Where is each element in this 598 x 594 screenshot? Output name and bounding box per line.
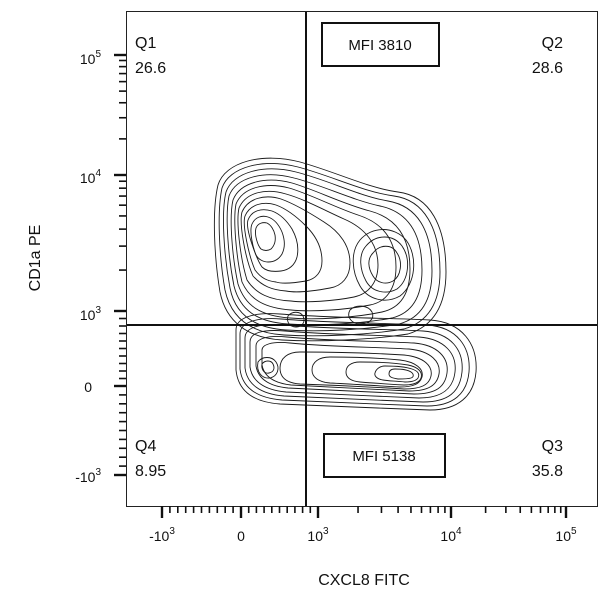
x-axis-minor-ticks <box>160 506 568 518</box>
y-tick-base: 10 <box>80 51 96 67</box>
mfi-text-top: MFI 3810 <box>348 37 411 54</box>
contour-level-5 <box>230 179 411 320</box>
contour-island-4 <box>348 305 374 325</box>
x-tick-label-neg1000: -103 <box>149 526 175 544</box>
contour-lobe-3 <box>368 245 401 284</box>
x-tick-exp: 4 <box>456 526 462 537</box>
contour-level-6 <box>234 185 397 312</box>
quadrant-q4-percent: 8.95 <box>135 463 166 480</box>
x-tick-label-10000: 104 <box>440 526 462 544</box>
y-tick-exp: 3 <box>95 305 101 316</box>
svg-text:0: 0 <box>84 379 92 395</box>
mfi-text-bottom: MFI 5138 <box>352 448 415 465</box>
x-tick-base: 10 <box>440 528 456 544</box>
svg-text:-103: -103 <box>149 526 175 544</box>
y-tick-exp: 4 <box>95 168 101 179</box>
x-tick-label-0: 0 <box>237 528 245 544</box>
contour-level-4 <box>226 174 423 326</box>
y-axis-label: CD1a PE <box>27 225 44 292</box>
contour-band-6 <box>261 342 440 392</box>
contour-level-7 <box>237 190 379 303</box>
plot-frame <box>126 11 598 507</box>
contour-band-10 <box>374 365 420 383</box>
contour-island-1 <box>257 357 279 379</box>
quadrant-q1-percent: 26.6 <box>135 60 166 77</box>
quadrant-q2-label: Q2 <box>542 35 563 52</box>
x-tick-exp: 3 <box>169 526 175 537</box>
quadrant-q1-label: Q1 <box>135 35 156 52</box>
y-tick-label-10000: 104 <box>80 168 102 186</box>
svg-text:105: 105 <box>555 526 577 544</box>
y-tick-label-0: 0 <box>84 379 92 395</box>
quadrant-q2-percent: 28.6 <box>532 60 563 77</box>
contour-band-1 <box>235 313 477 411</box>
contour-band-9 <box>345 361 422 386</box>
y-axis-minor-ticks <box>114 53 126 477</box>
contour-level-10 <box>247 209 299 272</box>
svg-text:103: 103 <box>307 526 329 544</box>
quadrant-q4-label: Q4 <box>135 438 156 455</box>
x-tick-label-1000: 103 <box>307 526 329 544</box>
x-axis-label: CXCL8 FITC <box>318 572 410 589</box>
contour-lobe-1 <box>352 229 415 301</box>
contour-band-2 <box>239 318 470 407</box>
contour-band-11 <box>388 368 414 380</box>
contour-band-5 <box>255 336 448 395</box>
y-tick-base: 10 <box>80 170 96 186</box>
svg-text:103: 103 <box>80 305 102 323</box>
contour-band-8 <box>311 356 423 388</box>
y-tick-exp: 5 <box>95 49 101 60</box>
x-tick-base: 10 <box>307 528 323 544</box>
contour-level-11 <box>250 215 285 263</box>
contour-island-3 <box>287 311 305 328</box>
x-tick-base: 0 <box>237 528 245 544</box>
contour-level-9 <box>243 202 323 284</box>
x-tick-exp: 3 <box>323 526 329 537</box>
y-tick-label-neg1000: -103 <box>75 467 101 485</box>
svg-text:105: 105 <box>80 49 102 67</box>
svg-text:-103: -103 <box>75 467 101 485</box>
contour-level-1 <box>213 157 447 342</box>
x-tick-exp: 5 <box>571 526 577 537</box>
contour-lines <box>213 157 477 411</box>
svg-text:104: 104 <box>80 168 102 186</box>
x-tick-base: -10 <box>149 528 169 544</box>
quadrant-q3-label: Q3 <box>542 438 563 455</box>
x-tick-base: 10 <box>555 528 571 544</box>
contour-level-8 <box>240 196 351 293</box>
y-tick-exp: 3 <box>95 467 101 478</box>
contour-band-7 <box>279 351 432 390</box>
contour-island-2 <box>261 360 275 374</box>
y-tick-base: -10 <box>75 469 95 485</box>
y-tick-base: 10 <box>80 307 96 323</box>
contour-band-4 <box>249 330 456 399</box>
x-tick-label-100000: 105 <box>555 526 577 544</box>
y-tick-label-1000: 103 <box>80 305 102 323</box>
svg-text:0: 0 <box>237 528 245 544</box>
contour-level-12 <box>255 222 276 251</box>
mfi-box-bottom <box>323 433 446 478</box>
contour-lobe-2 <box>360 236 408 293</box>
y-tick-base: 0 <box>84 379 92 395</box>
svg-text:104: 104 <box>440 526 462 544</box>
contour-level-2 <box>218 163 441 337</box>
mfi-box-top <box>321 22 440 67</box>
quadrant-q3-percent: 35.8 <box>532 463 563 480</box>
y-tick-label-100000: 105 <box>80 49 102 67</box>
